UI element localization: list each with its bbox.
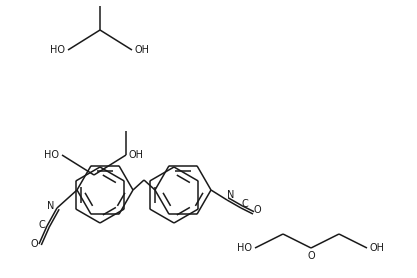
Text: C: C xyxy=(38,220,45,230)
Text: OH: OH xyxy=(370,243,385,253)
Text: HO: HO xyxy=(44,150,59,160)
Text: N: N xyxy=(227,190,234,200)
Text: OH: OH xyxy=(129,150,144,160)
Text: C: C xyxy=(242,199,249,209)
Text: O: O xyxy=(30,239,38,249)
Text: HO: HO xyxy=(237,243,252,253)
Text: HO: HO xyxy=(50,45,65,55)
Text: OH: OH xyxy=(135,45,150,55)
Text: O: O xyxy=(307,251,315,261)
Text: O: O xyxy=(254,205,261,215)
Text: N: N xyxy=(47,201,54,211)
